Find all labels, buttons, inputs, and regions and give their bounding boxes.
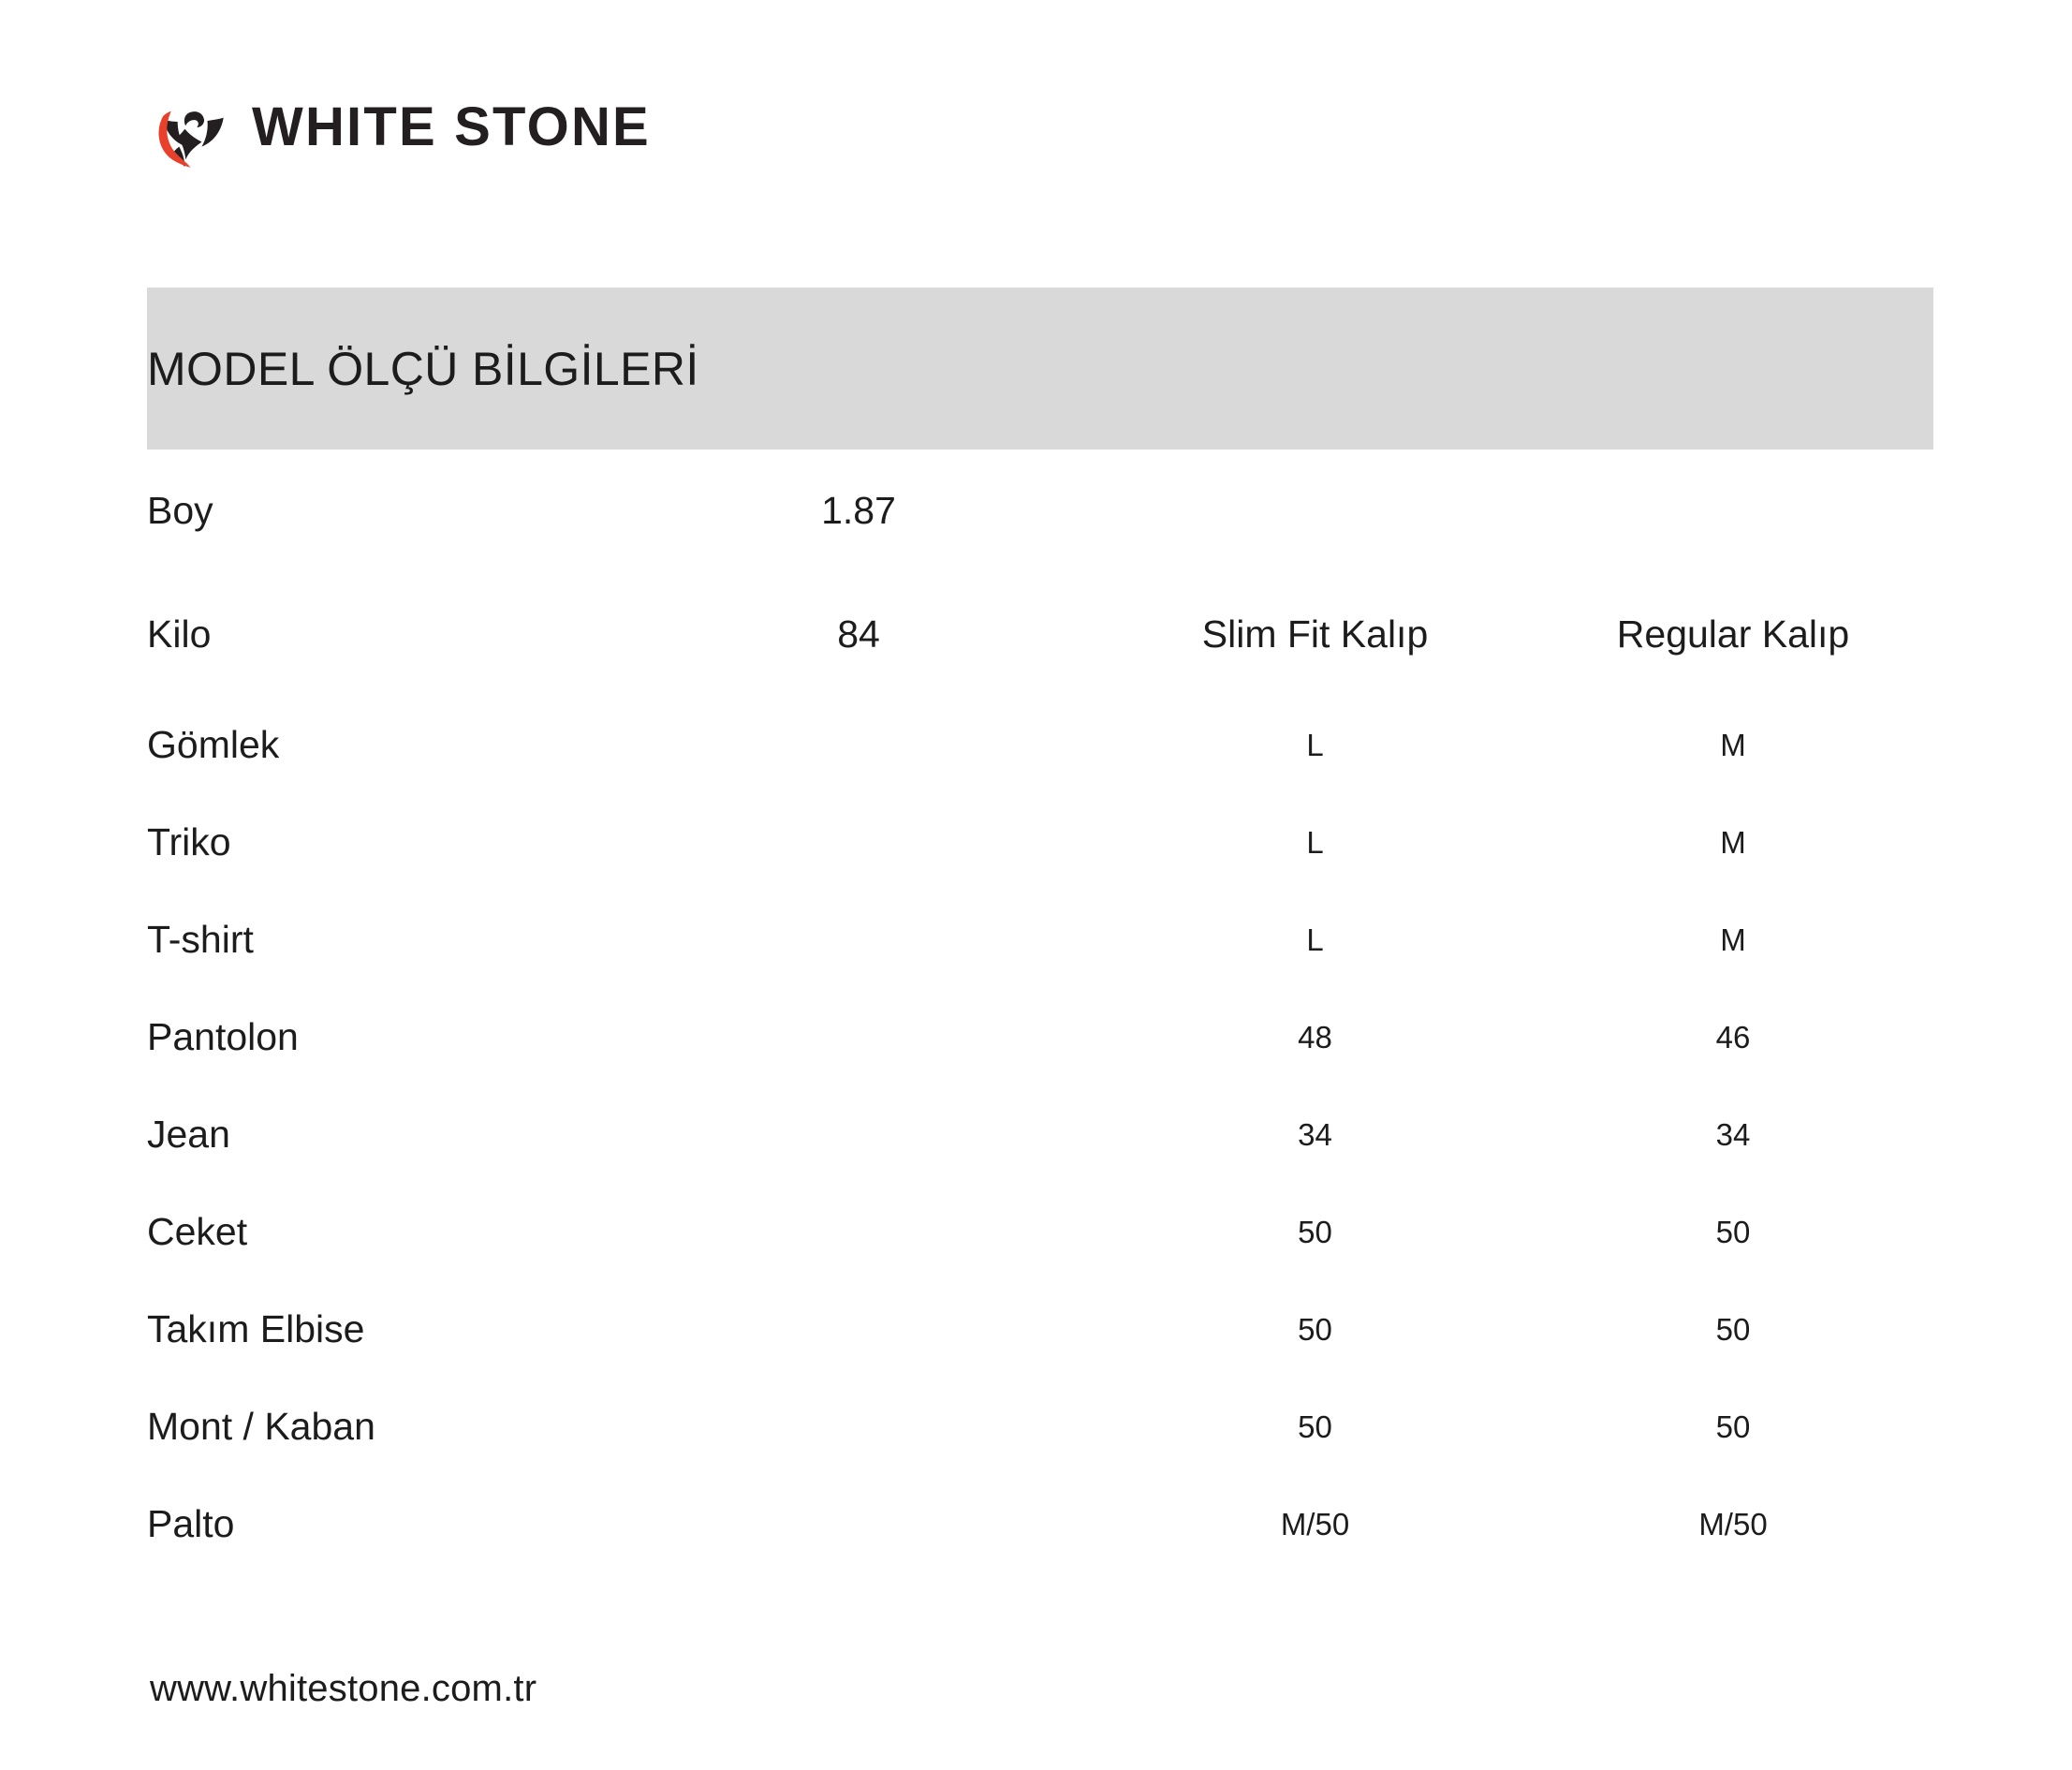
brand-header: WHITE STONE xyxy=(147,82,651,172)
cell-slim-pantolon: 48 xyxy=(1298,1019,1332,1055)
cell-regular-takim-elbise: 50 xyxy=(1715,1311,1751,1347)
table-row: Pantolon 48 46 xyxy=(147,989,1933,1086)
table-row: Ceket 50 50 xyxy=(147,1184,1933,1281)
cell-regular-palto: M/50 xyxy=(1698,1506,1768,1541)
row-label-palto: Palto xyxy=(147,1502,235,1546)
table-row: Gömlek L M xyxy=(147,697,1933,794)
column-header-regular: Regular Kalıp xyxy=(1616,612,1850,656)
empty-cell-slim-boy xyxy=(1097,450,1533,573)
table-row: Mont / Kaban 50 50 xyxy=(147,1379,1933,1476)
model-measurements-table: MODEL ÖLÇÜ BİLGİLERİ Boy 1.87 Kilo 84 Sl… xyxy=(147,288,1934,1573)
cell-regular-ceket: 50 xyxy=(1715,1214,1751,1249)
column-header-slim-fit: Slim Fit Kalıp xyxy=(1201,612,1429,656)
row-label-kilo: Kilo xyxy=(147,612,212,656)
cell-slim-jean: 34 xyxy=(1298,1116,1332,1152)
row-label-pantolon: Pantolon xyxy=(147,1015,299,1059)
cell-slim-takim-elbise: 50 xyxy=(1298,1311,1332,1347)
empty-cell-regular-boy xyxy=(1533,450,1934,573)
table-title-row: MODEL ÖLÇÜ BİLGİLERİ xyxy=(147,288,1934,450)
table-row: Palto M/50 M/50 xyxy=(147,1476,1933,1573)
row-label-tshirt: T-shirt xyxy=(147,918,254,962)
page-title: MODEL ÖLÇÜ BİLGİLERİ xyxy=(147,342,699,395)
row-label-boy: Boy xyxy=(147,489,213,533)
cell-slim-tshirt: L xyxy=(1306,922,1324,957)
cell-regular-pantolon: 46 xyxy=(1715,1019,1751,1055)
cell-regular-mont-kaban: 50 xyxy=(1715,1409,1751,1444)
row-label-takim-elbise: Takım Elbise xyxy=(147,1307,365,1351)
site-url[interactable]: www.whitestone.com.tr xyxy=(150,1668,537,1709)
cell-regular-gomlek: M xyxy=(1720,727,1746,762)
row-label-triko: Triko xyxy=(147,820,231,864)
table-row: Triko L M xyxy=(147,794,1933,892)
table-row: T-shirt L M xyxy=(147,892,1933,989)
table-row: Jean 34 34 xyxy=(147,1086,1933,1184)
cell-regular-tshirt: M xyxy=(1720,922,1746,957)
table-title-cell: MODEL ÖLÇÜ BİLGİLERİ xyxy=(147,288,1934,450)
cell-slim-ceket: 50 xyxy=(1298,1214,1332,1249)
phoenix-bird-logo-icon xyxy=(158,111,224,168)
brand-name: WHITE STONE xyxy=(252,96,651,157)
table-row: Takım Elbise 50 50 xyxy=(147,1281,1933,1379)
row-label-mont-kaban: Mont / Kaban xyxy=(147,1405,375,1449)
row-label-gomlek: Gömlek xyxy=(147,723,280,767)
cell-regular-jean: 34 xyxy=(1715,1116,1751,1152)
cell-slim-mont-kaban: 50 xyxy=(1298,1409,1332,1444)
table-row-boy: Boy 1.87 xyxy=(147,450,1934,573)
row-value-kilo: 84 xyxy=(837,612,880,656)
row-value-boy: 1.87 xyxy=(821,489,896,533)
cell-slim-palto: M/50 xyxy=(1280,1506,1350,1541)
cell-slim-gomlek: L xyxy=(1306,727,1324,762)
cell-slim-triko: L xyxy=(1306,824,1324,860)
cell-regular-triko: M xyxy=(1720,824,1746,860)
table-row-kilo: Kilo 84 Slim Fit Kalıp Regular Kalıp xyxy=(147,573,1933,697)
row-label-jean: Jean xyxy=(147,1113,230,1157)
row-label-ceket: Ceket xyxy=(147,1210,248,1254)
